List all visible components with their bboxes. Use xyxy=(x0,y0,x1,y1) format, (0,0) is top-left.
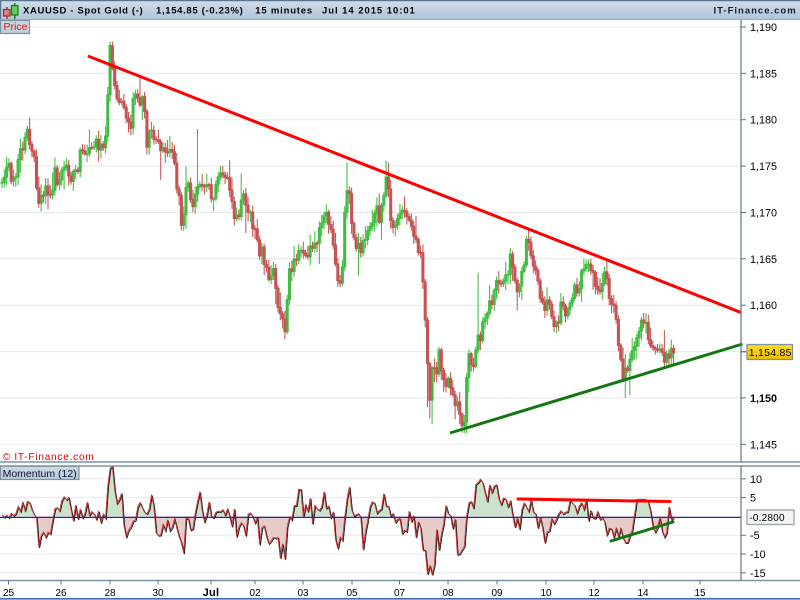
svg-text:XAUUSD - Spot Gold (-): XAUUSD - Spot Gold (-) xyxy=(23,5,143,16)
svg-text:30: 30 xyxy=(152,588,164,599)
svg-text:14: 14 xyxy=(637,588,649,599)
svg-text:12: 12 xyxy=(588,588,600,599)
svg-text:09: 09 xyxy=(491,588,503,599)
svg-text:07: 07 xyxy=(394,588,406,599)
svg-text:1,145: 1,145 xyxy=(750,439,777,451)
svg-text:15: 15 xyxy=(694,588,706,599)
svg-text:15 minutes: 15 minutes xyxy=(255,5,313,16)
svg-text:Price: Price xyxy=(4,21,28,33)
svg-text:-15: -15 xyxy=(750,568,766,580)
svg-text:© IT-Finance.com: © IT-Finance.com xyxy=(3,452,95,463)
svg-text:IT-Finance.com: IT-Finance.com xyxy=(714,5,797,16)
svg-text:Jul 14 2015 10:01: Jul 14 2015 10:01 xyxy=(322,5,416,16)
svg-text:1,154.85 (-0.23%): 1,154.85 (-0.23%) xyxy=(156,5,243,16)
svg-text:1,150: 1,150 xyxy=(750,393,777,405)
svg-text:08: 08 xyxy=(442,588,454,599)
svg-text:1,185: 1,185 xyxy=(750,68,777,80)
svg-text:05: 05 xyxy=(346,588,358,599)
svg-text:1,180: 1,180 xyxy=(750,115,777,127)
svg-text:Jul: Jul xyxy=(203,587,220,599)
svg-text:1,165: 1,165 xyxy=(750,254,777,266)
svg-text:26: 26 xyxy=(55,588,67,599)
svg-text:1,190: 1,190 xyxy=(750,22,777,34)
svg-text:1,170: 1,170 xyxy=(750,208,777,220)
svg-text:Momentum (12): Momentum (12) xyxy=(3,468,77,480)
svg-text:25: 25 xyxy=(3,588,15,599)
svg-text:1,154.85: 1,154.85 xyxy=(749,347,792,359)
svg-text:03: 03 xyxy=(297,588,309,599)
svg-text:10: 10 xyxy=(540,588,552,599)
svg-text:10: 10 xyxy=(750,474,762,486)
svg-text:-5: -5 xyxy=(750,530,760,542)
svg-text:1,160: 1,160 xyxy=(750,300,777,312)
svg-text:1,175: 1,175 xyxy=(750,161,777,173)
svg-text:-0.2800: -0.2800 xyxy=(749,513,785,524)
svg-text:28: 28 xyxy=(104,588,116,599)
svg-text:-10: -10 xyxy=(750,549,766,561)
svg-text:5: 5 xyxy=(750,493,756,505)
svg-text:02: 02 xyxy=(249,588,261,599)
